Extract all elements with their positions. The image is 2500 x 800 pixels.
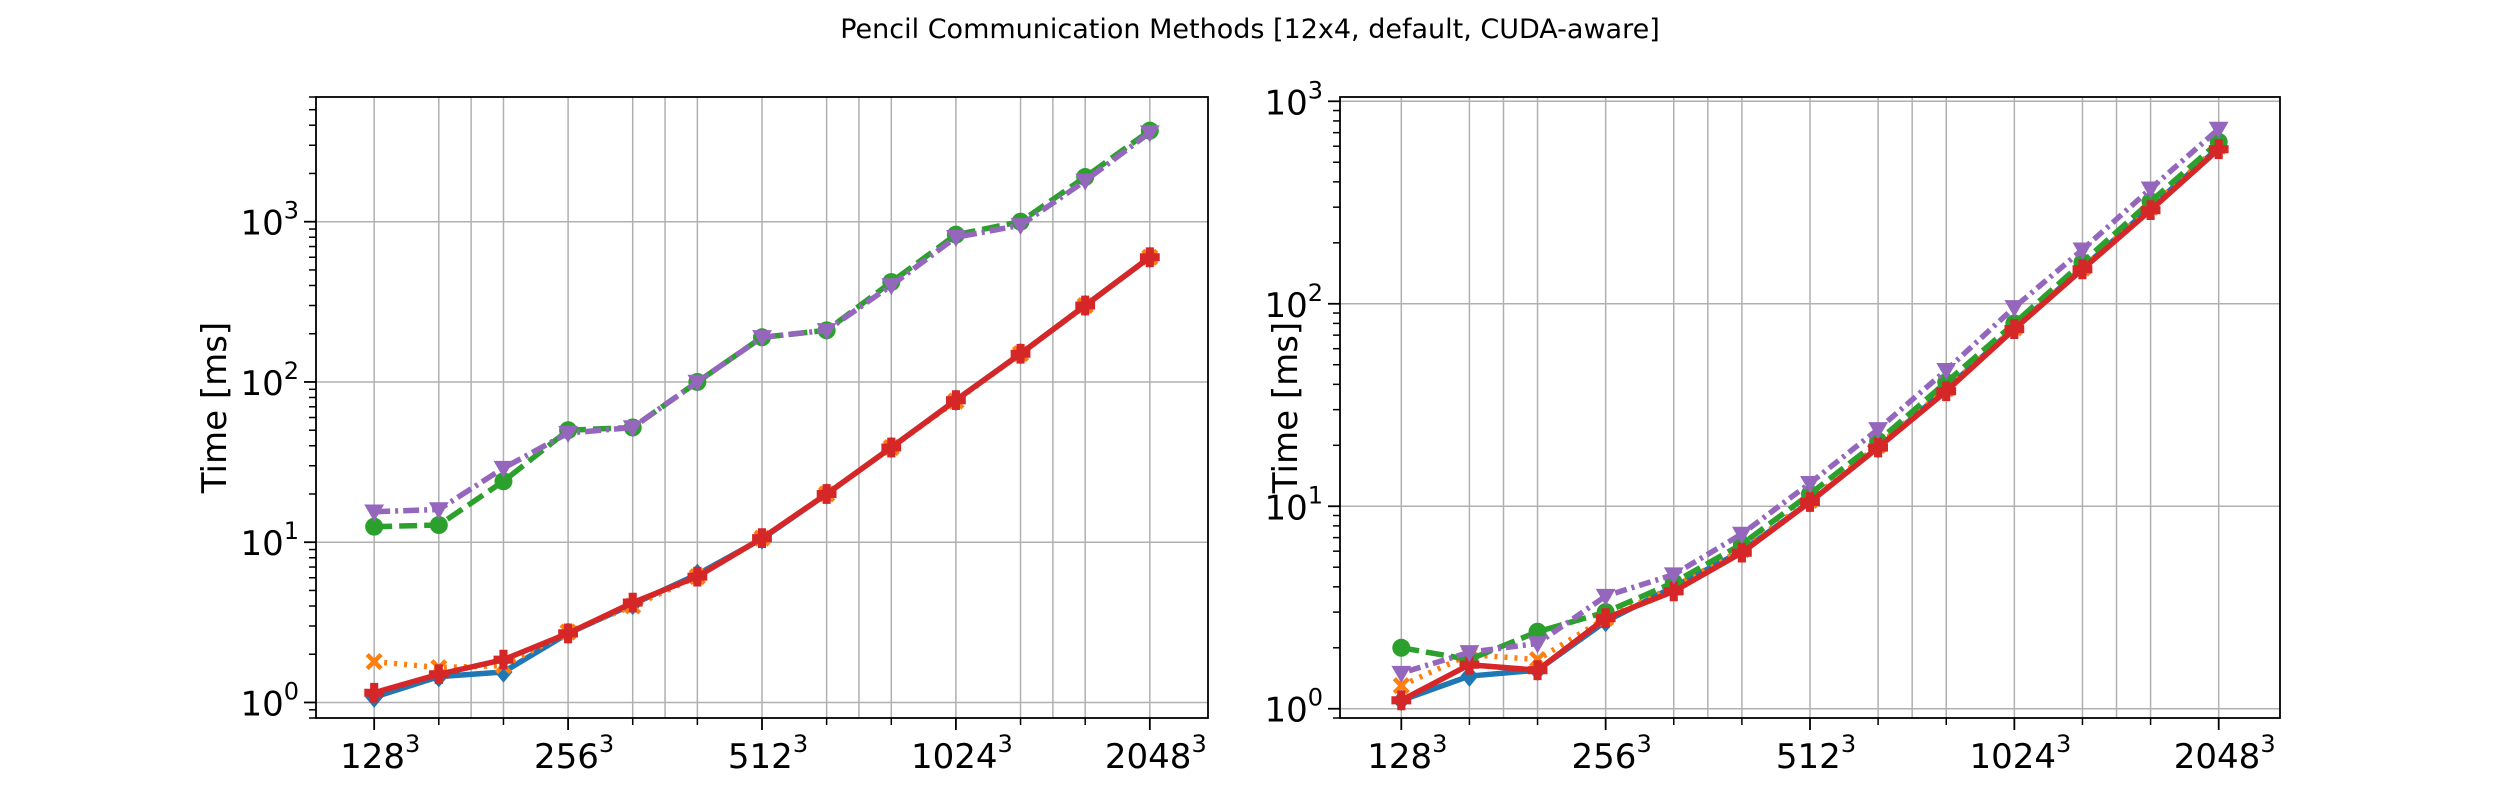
data-point-red — [1731, 542, 1752, 563]
data-point-purple — [752, 330, 772, 348]
x-tick-label: 1283 — [340, 730, 420, 777]
data-point-red — [1800, 492, 1820, 512]
data-point-red — [493, 649, 514, 670]
data-point-purple — [1868, 422, 1889, 440]
data-point-orange — [365, 653, 383, 671]
data-point-purple — [622, 420, 643, 438]
data-point-red — [2140, 200, 2161, 221]
data-point-purple — [1459, 645, 1480, 663]
x-tick-label: 10243 — [911, 730, 1013, 777]
data-point-red — [1936, 381, 1957, 402]
series-left — [364, 121, 1160, 708]
data-point-red — [2004, 319, 2025, 339]
y-tick-label: 101 — [240, 517, 299, 564]
y-tick-label: 102 — [1264, 279, 1323, 326]
data-point-purple — [1391, 665, 1412, 683]
x-tick-label: 1283 — [1367, 730, 1447, 777]
y-tick-label: 100 — [240, 677, 299, 724]
y-axis-label-right: Time [ms] — [1266, 322, 1306, 494]
series-right — [1391, 121, 2229, 712]
y-tick-label: 101 — [1264, 481, 1323, 528]
data-point-red — [1010, 343, 1031, 364]
data-point-purple — [1800, 475, 1820, 494]
data-point-red — [1459, 654, 1480, 675]
data-point-purple — [1010, 218, 1031, 236]
data-point-purple — [1731, 526, 1752, 544]
data-point-purple — [946, 230, 966, 248]
data-point-purple — [816, 323, 837, 341]
data-point-purple — [1936, 362, 1957, 381]
y-tick-label: 100 — [1264, 684, 1323, 731]
data-point-blue — [494, 661, 513, 683]
x-tick-label: 2563 — [1572, 730, 1652, 777]
data-point-purple — [687, 374, 708, 392]
data-point-purple — [558, 425, 578, 443]
data-point-red — [364, 682, 385, 703]
data-point-purple — [881, 278, 902, 296]
data-point-green — [365, 517, 384, 536]
data-point-green — [1392, 638, 1411, 657]
x-tick-label: 20483 — [1105, 730, 1207, 777]
data-point-red — [1663, 581, 1684, 602]
plot-frame-left — [315, 96, 1209, 719]
data-point-green — [429, 516, 448, 535]
data-point-orange — [1392, 677, 1410, 695]
y-tick-label: 103 — [240, 197, 299, 244]
y-tick-label: 103 — [1264, 76, 1323, 123]
data-point-purple — [428, 502, 449, 520]
data-point-purple — [1139, 125, 1160, 143]
data-point-blue — [1460, 665, 1479, 687]
data-point-purple — [2208, 121, 2229, 139]
data-point-red — [2072, 259, 2093, 280]
data-point-red — [558, 623, 578, 644]
series-markers-red — [364, 247, 1160, 703]
x-tick-label: 2563 — [534, 730, 614, 777]
data-point-red — [2208, 139, 2229, 160]
data-point-red — [946, 390, 966, 411]
data-point-red — [1868, 437, 1889, 458]
series-markers-red — [1391, 139, 2229, 711]
grid-right — [1340, 97, 2280, 718]
ticks-left: 100 101 102 103 1283 2563 5123 10243 20483 — [240, 96, 1207, 777]
y-tick-label: 102 — [240, 357, 299, 404]
data-point-red — [622, 592, 643, 613]
data-point-purple — [493, 460, 514, 479]
data-point-purple — [1595, 588, 1616, 606]
ticks-right: 100 101 102 103 1283 2563 5123 10243 20483 — [1264, 76, 2275, 777]
x-tick-label: 20483 — [2174, 730, 2276, 777]
data-point-purple — [1527, 636, 1548, 654]
series-markers-purple — [1391, 121, 2229, 683]
data-point-red — [428, 664, 449, 685]
data-point-red — [687, 566, 708, 587]
data-point-purple — [1075, 173, 1096, 191]
data-point-red — [1595, 608, 1616, 629]
figure-title: Pencil Communication Methods [12x4, defa… — [840, 14, 1660, 45]
x-tick-label: 5123 — [1776, 730, 1856, 777]
x-tick-label: 10243 — [1969, 730, 2071, 777]
data-point-red — [1075, 295, 1096, 316]
series-markers-purple — [364, 125, 1160, 522]
data-point-red — [1139, 247, 1160, 268]
data-point-red — [816, 484, 837, 504]
data-point-red — [1527, 660, 1548, 681]
data-point-purple — [364, 504, 385, 522]
y-axis-label-left: Time [ms] — [195, 322, 235, 494]
plot-frame-right — [1339, 96, 2281, 719]
data-point-purple — [1663, 567, 1684, 585]
data-point-green — [494, 472, 513, 491]
data-point-purple — [2140, 181, 2161, 199]
data-point-red — [1391, 690, 1412, 711]
data-point-purple — [2004, 300, 2025, 318]
x-tick-label: 5123 — [728, 730, 808, 777]
data-point-red — [752, 528, 772, 549]
data-point-red — [881, 437, 902, 458]
data-point-green — [1528, 622, 1547, 641]
data-point-purple — [2072, 242, 2093, 260]
